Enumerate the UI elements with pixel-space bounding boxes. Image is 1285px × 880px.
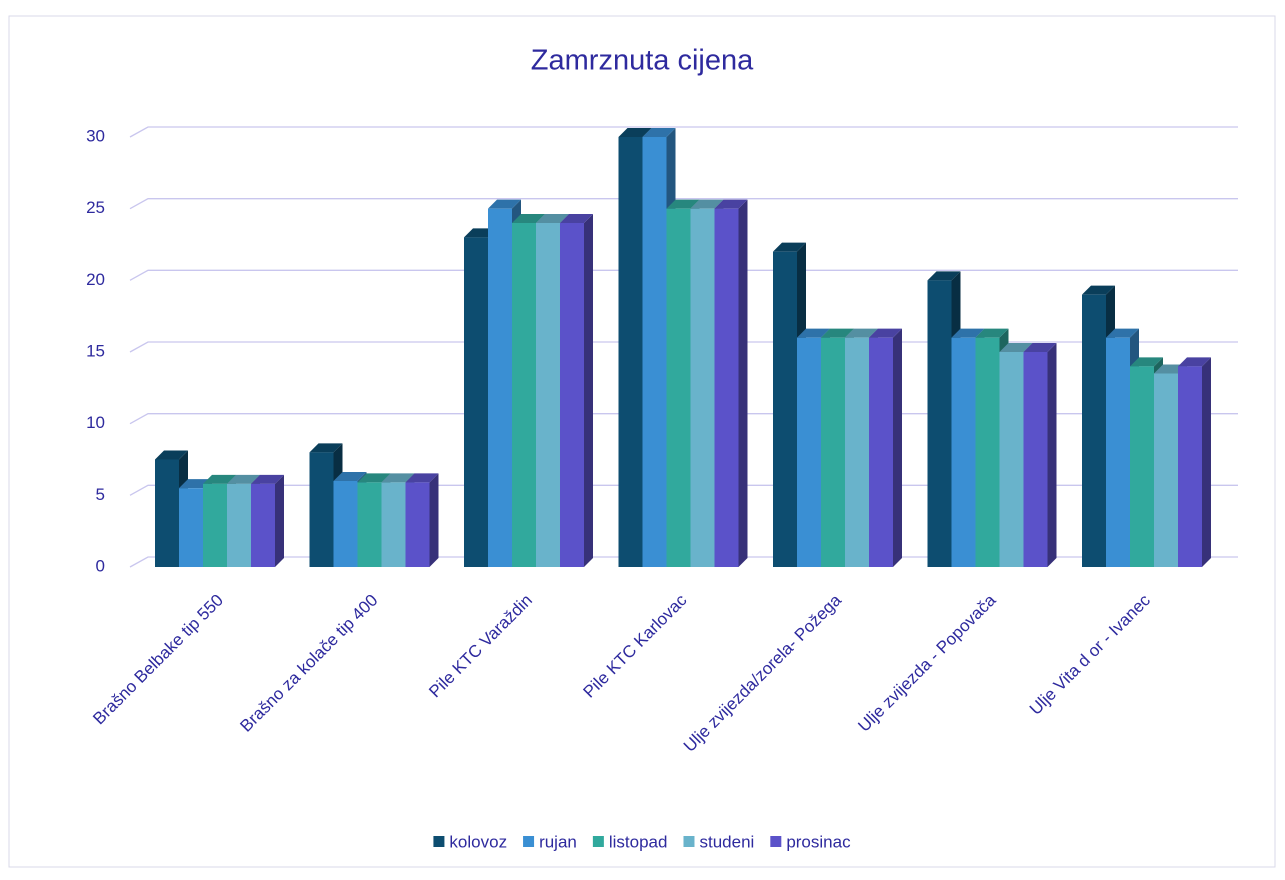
bar [251, 483, 275, 567]
legend-swatch [592, 836, 604, 847]
y-tick-label: 5 [96, 485, 105, 504]
y-tick-label: 0 [96, 556, 105, 575]
bar [714, 208, 739, 567]
legend-label: prosinac [786, 832, 851, 851]
grid-line [129, 126, 1238, 138]
bar-top [642, 128, 676, 137]
bar [512, 223, 536, 567]
chart-title: Zamrznuta cijena [531, 45, 754, 77]
bar-top [381, 473, 415, 483]
bar-top [999, 343, 1033, 352]
bar [642, 137, 667, 567]
bar-top [714, 199, 748, 209]
legend-label: rujan [539, 832, 577, 851]
bar-side [1202, 357, 1211, 567]
bar [666, 208, 691, 567]
bar-top [618, 128, 652, 137]
bar [1154, 373, 1178, 567]
bar-top [333, 472, 367, 481]
bar [381, 482, 406, 567]
bar-side [584, 214, 593, 567]
bar [690, 208, 715, 567]
bar-top [488, 199, 521, 209]
grid-line [129, 198, 1238, 210]
bar-top [951, 328, 985, 338]
bar [797, 337, 821, 567]
bar [1082, 294, 1106, 567]
bar [203, 483, 227, 567]
bar-top [405, 473, 439, 483]
legend-label: studeni [699, 832, 754, 851]
bar [1106, 337, 1130, 567]
bar-top [773, 242, 806, 252]
legend-label: kolovoz [449, 832, 507, 851]
bar-top [536, 214, 569, 223]
bar-top [560, 214, 593, 223]
bar-top [690, 199, 724, 209]
bar-top [975, 328, 1009, 338]
bar [951, 337, 976, 567]
bar-top [927, 271, 961, 281]
bar-top [1082, 285, 1115, 295]
bar-top [203, 474, 236, 484]
legend-label: listopad [609, 832, 668, 851]
bar-top [797, 328, 830, 338]
bar-side [1047, 343, 1057, 567]
bar [999, 352, 1024, 567]
grid-line [129, 269, 1238, 281]
bar-top [155, 450, 188, 460]
bar [333, 481, 358, 567]
bar [536, 223, 560, 567]
bar [845, 337, 869, 567]
bar-side [275, 474, 284, 567]
y-tick-label: 25 [86, 198, 105, 217]
legend-swatch [433, 836, 445, 847]
bar [618, 137, 643, 567]
bar [227, 483, 251, 567]
bar [405, 482, 430, 567]
bar [309, 452, 334, 567]
bar-top [666, 199, 700, 209]
bar [869, 337, 893, 567]
bar [1023, 352, 1048, 567]
bar-top [1130, 357, 1163, 367]
bar [155, 459, 179, 567]
bar [1130, 366, 1154, 567]
bar [773, 251, 797, 567]
bar [179, 488, 203, 567]
bar [821, 337, 845, 567]
y-tick-label: 30 [86, 126, 105, 145]
bar-top [357, 473, 391, 483]
bar-top [512, 214, 545, 223]
bar-side [738, 199, 748, 567]
bar-top [1178, 357, 1211, 367]
bar-top [309, 443, 343, 453]
legend-swatch [770, 836, 782, 847]
bar [488, 208, 512, 567]
bar-top [1023, 343, 1057, 352]
y-tick-label: 15 [86, 341, 105, 360]
y-tick-label: 10 [86, 413, 105, 432]
bar [464, 237, 488, 568]
bar-side [893, 328, 902, 567]
legend-swatch [683, 836, 695, 847]
bar-top [869, 328, 902, 338]
bar-top [821, 328, 854, 338]
bar [357, 482, 382, 567]
y-tick-label: 20 [86, 270, 105, 289]
bar-top [251, 474, 284, 484]
legend-swatch [523, 836, 535, 847]
bar-side [429, 473, 439, 567]
bar-top [1106, 328, 1139, 338]
bar-top [845, 328, 878, 338]
bar-top [227, 474, 260, 484]
bar [560, 223, 584, 567]
bar [975, 337, 1000, 567]
bar [927, 280, 952, 567]
bar [1178, 366, 1202, 567]
